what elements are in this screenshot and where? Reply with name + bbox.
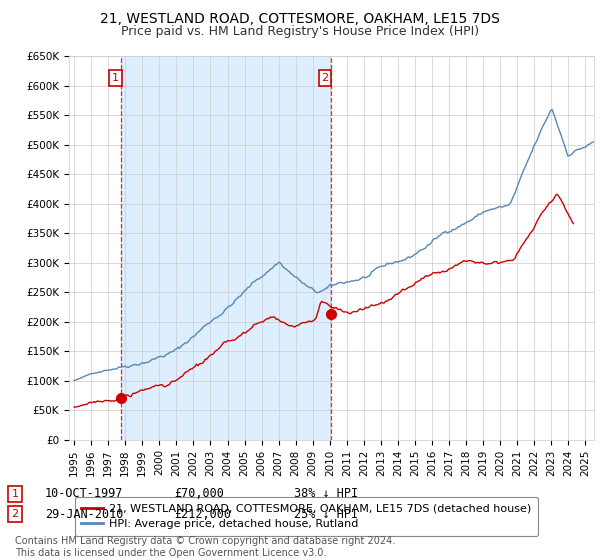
Text: Contains HM Land Registry data © Crown copyright and database right 2024.
This d: Contains HM Land Registry data © Crown c… [15, 536, 395, 558]
Legend: 21, WESTLAND ROAD, COTTESMORE, OAKHAM, LE15 7DS (detached house), HPI: Average p: 21, WESTLAND ROAD, COTTESMORE, OAKHAM, L… [74, 497, 538, 536]
Text: 2: 2 [322, 73, 329, 83]
Text: £212,000: £212,000 [174, 507, 231, 521]
Text: 1: 1 [11, 489, 19, 499]
Text: Price paid vs. HM Land Registry's House Price Index (HPI): Price paid vs. HM Land Registry's House … [121, 25, 479, 38]
Text: 1: 1 [112, 73, 119, 83]
Bar [121, 56, 331, 440]
Text: 25% ↓ HPI: 25% ↓ HPI [294, 507, 358, 521]
Text: 2: 2 [11, 509, 19, 519]
Text: 21, WESTLAND ROAD, COTTESMORE, OAKHAM, LE15 7DS: 21, WESTLAND ROAD, COTTESMORE, OAKHAM, L… [100, 12, 500, 26]
Text: 38% ↓ HPI: 38% ↓ HPI [294, 487, 358, 501]
Text: £70,000: £70,000 [174, 487, 224, 501]
Text: 10-OCT-1997: 10-OCT-1997 [45, 487, 124, 501]
Text: 29-JAN-2010: 29-JAN-2010 [45, 507, 124, 521]
